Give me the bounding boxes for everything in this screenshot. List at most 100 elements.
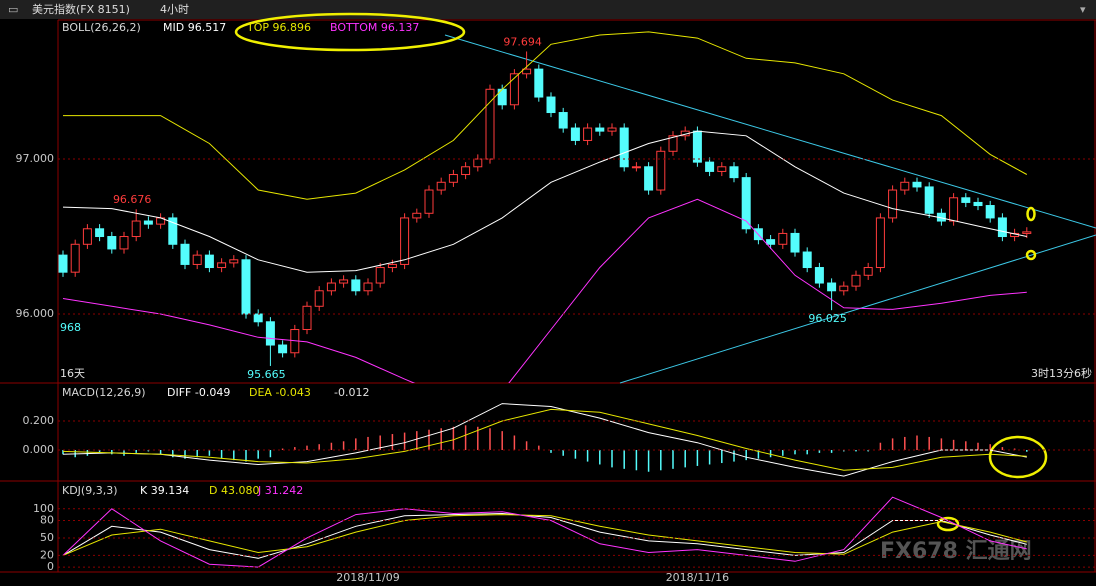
candle-body [631,166,641,169]
candle-body [278,344,288,354]
candle-body [375,267,385,284]
candle-body [351,279,361,292]
indicator-line [62,130,1027,273]
candle-body [412,212,422,219]
candle-body [985,205,995,219]
panel [58,31,1032,383]
candle-body [997,217,1007,238]
candle-body [1022,231,1032,234]
panel [62,496,1027,568]
candle-body [131,220,141,238]
y-tick-label: 0 [47,560,54,573]
candle-body [656,150,666,191]
indicator-line [62,403,1027,477]
candle-body [692,130,702,163]
y-tick-label: 0.000 [23,443,55,456]
candle-body [473,158,483,168]
candle-body [461,166,471,176]
y-tick-label: 100 [33,502,54,515]
candle-body [522,68,532,75]
candle-body [973,201,983,207]
price-annotation: 97.694 [503,35,542,48]
candle-body [107,236,117,250]
candle-body [595,127,605,132]
highlight-circles [234,12,1048,532]
x-tick-label: 2018/11/09 [336,571,399,584]
candle-body [875,217,885,269]
indicator-line [62,514,1027,556]
candle-body [95,228,105,238]
candle-body [961,197,971,203]
panel [62,403,1028,477]
candle-body [546,96,556,114]
candle-body [888,189,898,219]
candle-body [949,197,959,222]
candle-body [82,228,92,245]
candle-body [814,267,824,284]
macd-value-label: -0.012 [334,386,369,399]
period[interactable]: 4小时 [160,3,189,16]
candle-body [583,127,593,141]
legend-entry: D 43.080 [209,484,259,497]
y-tick-label: 80 [40,513,54,526]
candle-body [717,166,727,172]
header-icon[interactable]: ▭ [8,3,18,16]
candle-body [448,174,458,183]
candle-body [192,254,202,265]
price-annotation: 96.025 [808,312,847,325]
candle-body [900,181,910,191]
candle-body [839,285,849,292]
candle-body [363,282,373,292]
candle-body [168,217,178,245]
candle-body [741,177,751,230]
candle-body [314,290,324,307]
trend-lines [444,34,1096,384]
indicator-line [62,408,1027,471]
candle-body [863,267,873,276]
legend-entry: J 31.242 [257,484,303,497]
candle-body [851,274,861,287]
indicator-line [62,512,1027,559]
y-tick-label: 20 [40,548,54,561]
candle-body [302,305,312,331]
candle-body [766,239,776,245]
panel-title: MACD(12,26,9) [62,386,146,399]
y-tick-label: 0.200 [23,414,55,427]
note: 3时13分6秒 [1031,366,1092,380]
candle-body [619,127,629,168]
menu-icon[interactable]: ▾ [1080,3,1086,16]
candle-body [729,166,739,179]
candle-body [119,236,129,250]
y-tick-label: 97.000 [16,152,55,165]
candle-body [802,251,812,269]
header-bar [0,0,1096,19]
candle-body [827,282,837,292]
candle-body [253,313,263,323]
candle-body [668,135,678,152]
watermark: FX678 汇通网 [880,539,1032,564]
candle-body [644,166,654,191]
candle-body [534,68,544,98]
candle-body [387,263,397,269]
legend-entry: MID 96.517 [163,21,226,34]
legend-entry: TOP 96.896 [246,21,311,34]
legend-entry: BOTTOM 96.137 [330,21,419,34]
candle-body [229,259,239,264]
candle-body [570,127,580,141]
candle-body [70,243,80,273]
candle-body [436,181,446,191]
indicator-line [62,198,1027,383]
candle-body [204,254,214,269]
frame [0,19,1096,573]
candle-body [912,181,922,188]
candle-body [924,186,934,214]
candle-body [58,254,68,273]
price-annotation: 96.676 [113,193,152,206]
symbol: 美元指数(FX 8151) [32,2,130,16]
candle-body [400,217,410,265]
y-tick-label: 50 [40,531,54,544]
candle-body [424,189,434,214]
candle-body [607,127,617,132]
legend-entry: DIFF -0.049 [167,386,230,399]
panel-title: BOLL(26,26,2) [62,21,141,34]
